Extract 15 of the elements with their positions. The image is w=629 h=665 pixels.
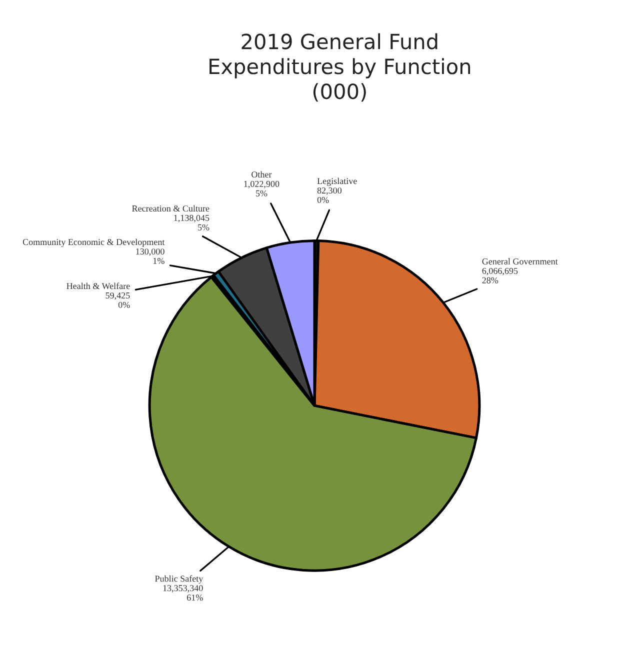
data-label: 1,022,900 5% <box>244 180 280 196</box>
slice-label: Public Safety <box>155 575 204 584</box>
slice-label: Legislative <box>317 178 357 186</box>
chart-title: 2019 General Fund Expenditures by Function (000) <box>210 33 470 102</box>
data-label: 130,000 1% <box>136 248 164 264</box>
data-label: 82,300 0% <box>317 187 342 204</box>
data-label: 59,425 0% <box>106 292 130 308</box>
slice-label: Other <box>252 171 272 178</box>
data-label: 13,353,340 61% <box>163 585 203 601</box>
slice-label: Recreation & Culture <box>132 205 210 212</box>
slice-label: Health & Welfare <box>66 282 130 290</box>
data-label: 1,138,045 5% <box>174 214 210 230</box>
slice-label: General Government <box>482 258 558 264</box>
data-label: 6,066,695 28% <box>482 268 518 284</box>
slice-label: Community Economic & Development <box>22 238 165 247</box>
